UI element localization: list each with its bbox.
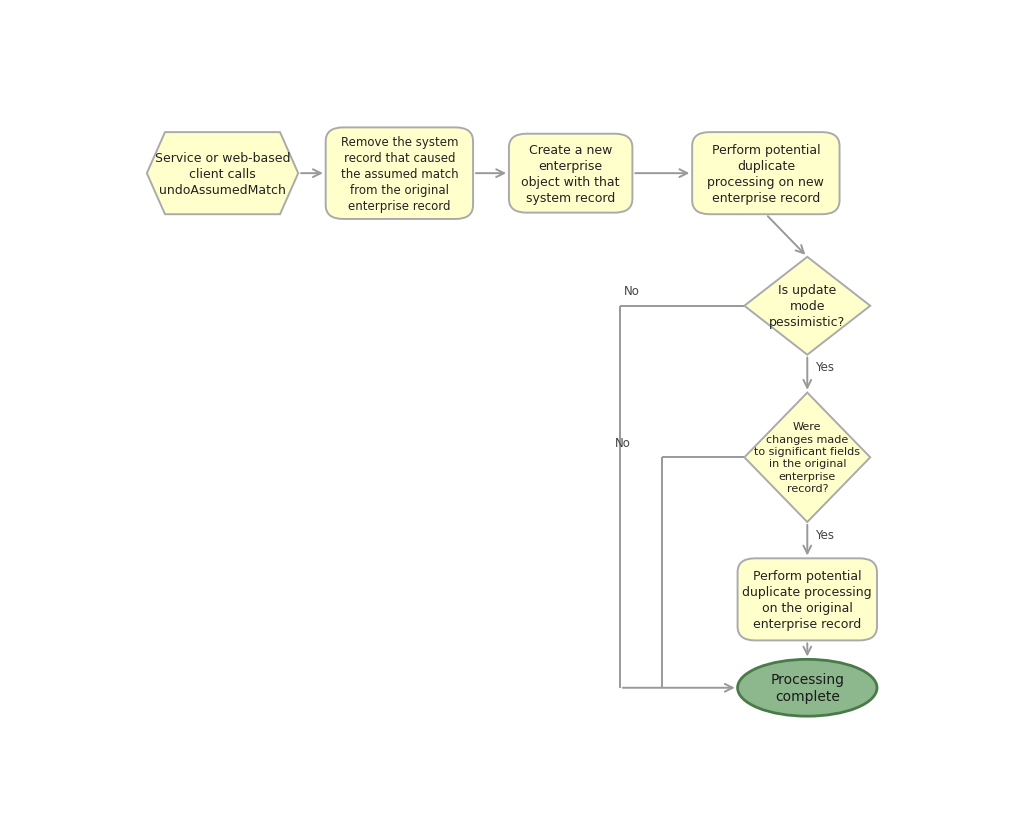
FancyBboxPatch shape [692, 133, 840, 215]
FancyBboxPatch shape [737, 559, 877, 640]
Polygon shape [744, 257, 871, 355]
Text: Remove the system
record that caused
the assumed match
from the original
enterpr: Remove the system record that caused the… [340, 135, 458, 212]
Polygon shape [147, 133, 298, 215]
Text: Processing
complete: Processing complete [770, 672, 844, 704]
Polygon shape [744, 393, 871, 523]
Text: Were
changes made
to significant fields
in the original
enterprise
record?: Were changes made to significant fields … [755, 422, 860, 494]
Text: Yes: Yes [815, 528, 835, 541]
Text: Perform potential
duplicate processing
on the original
enterprise record: Perform potential duplicate processing o… [742, 569, 872, 630]
Text: No: No [624, 285, 639, 298]
Text: Yes: Yes [815, 361, 835, 374]
FancyBboxPatch shape [326, 129, 473, 219]
Text: Perform potential
duplicate
processing on new
enterprise record: Perform potential duplicate processing o… [707, 143, 824, 205]
Text: No: No [615, 437, 630, 450]
Text: Create a new
enterprise
object with that
system record: Create a new enterprise object with that… [521, 143, 620, 205]
Text: Is update
mode
pessimistic?: Is update mode pessimistic? [769, 284, 845, 329]
Ellipse shape [737, 659, 877, 717]
Text: Service or web-based
client calls
undoAssumedMatch: Service or web-based client calls undoAs… [155, 152, 290, 197]
FancyBboxPatch shape [509, 134, 632, 214]
